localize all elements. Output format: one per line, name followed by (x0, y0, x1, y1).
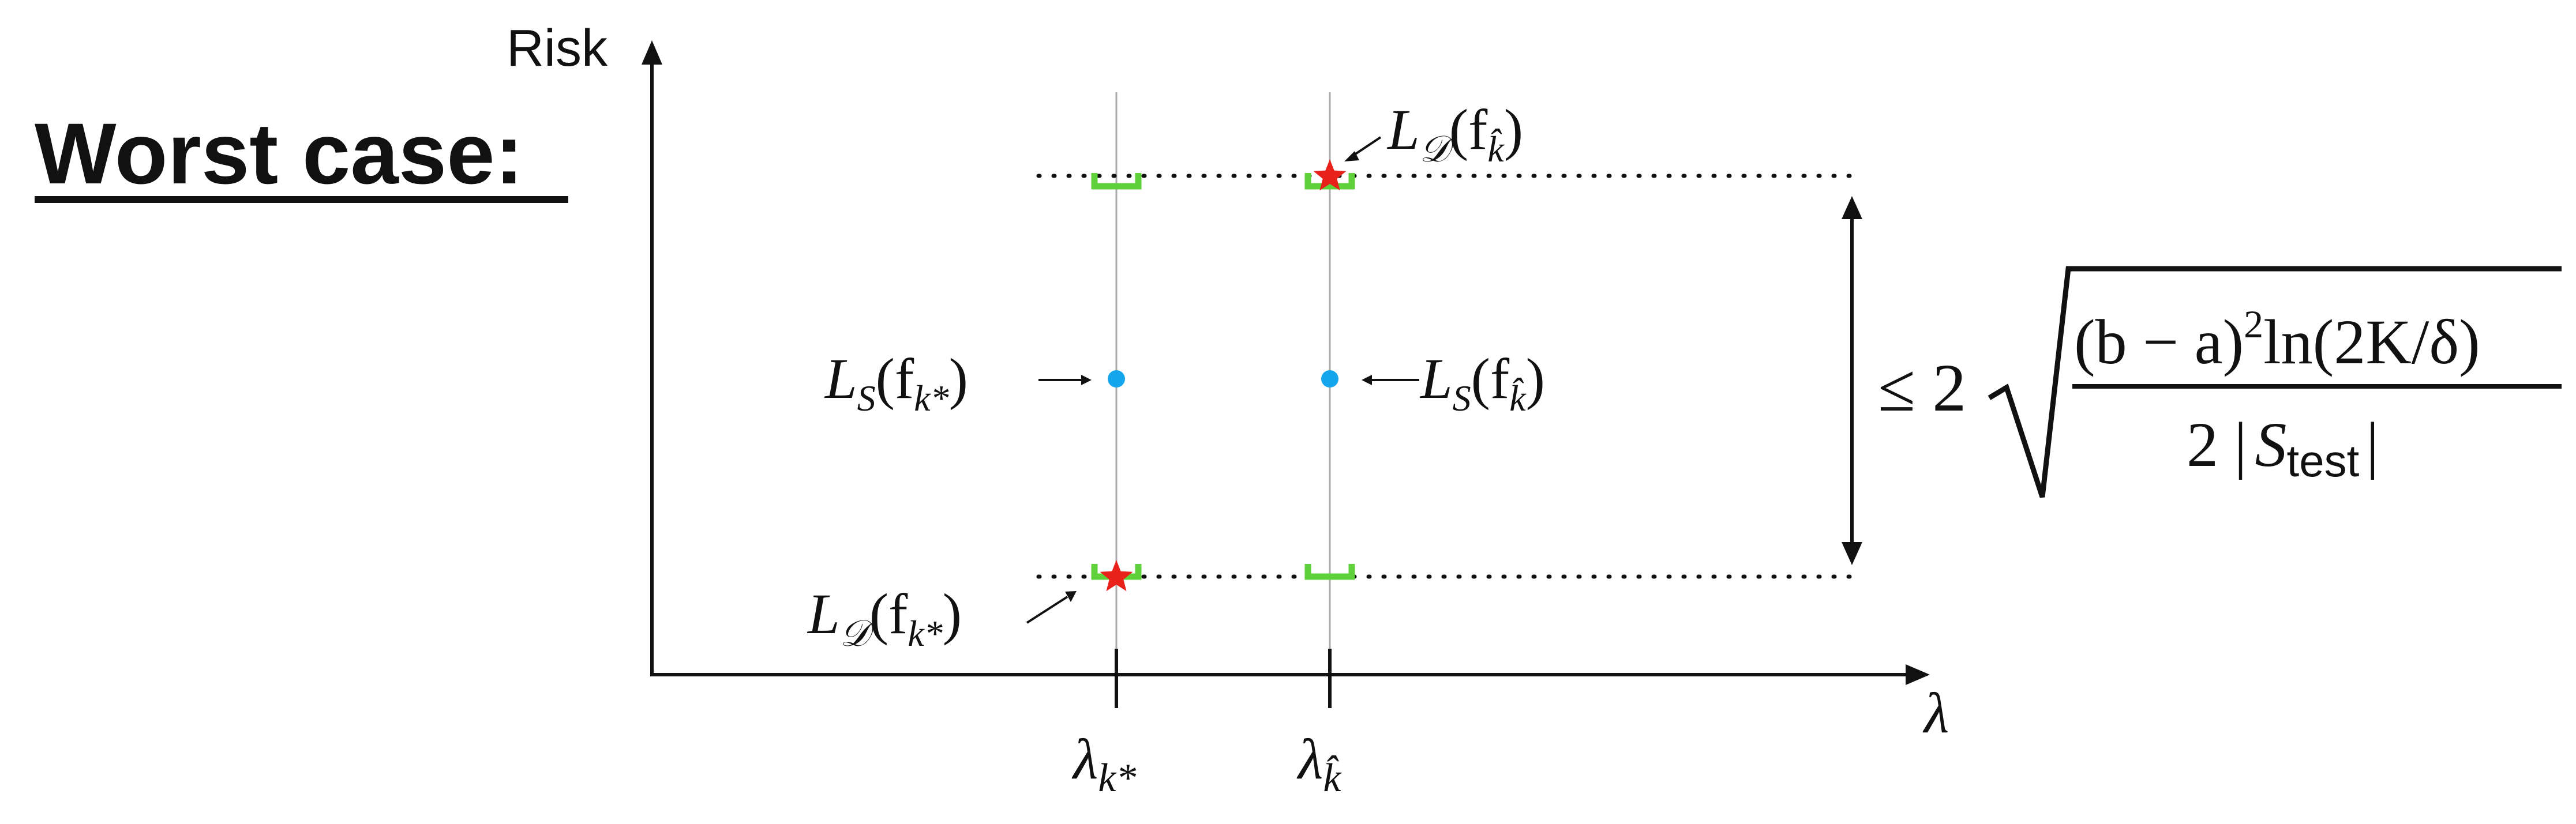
bound-numerator: (b − a)2ln(2K/δ) (2074, 302, 2480, 377)
red-star-icon (1100, 560, 1133, 592)
sqrt-sign-icon (1988, 266, 2562, 498)
arrowhead-icon (1065, 591, 1077, 602)
y-axis-label: Risk (507, 20, 608, 77)
tick-label-khat: λk̂ (1296, 727, 1342, 800)
x-axis-label: λ (1922, 681, 1949, 745)
arrowhead-icon (1081, 375, 1092, 385)
green-bracket-icon (1304, 564, 1355, 580)
y-axis-arrowhead-icon (642, 40, 662, 65)
red-star-icon (1313, 159, 1347, 191)
arrowhead-icon (1344, 151, 1359, 161)
annotation-ld-fkstar: L𝒟(fk*) (807, 582, 962, 654)
x-axis-arrowhead-icon (1906, 664, 1930, 685)
bound-denominator: 2 | Stest | (2187, 409, 2379, 486)
annotation-ls-fkstar: LS(fk*) (824, 347, 968, 419)
annotation-ld-fkhat: L𝒟(fk̂) (1386, 97, 1523, 170)
arrowhead-down-icon (1842, 542, 1862, 565)
bound-prefix: ≤ 2 (1878, 350, 1966, 426)
page-title: Worst case: (35, 105, 524, 202)
blue-dot-icon (1108, 370, 1125, 387)
arrowhead-icon (1362, 375, 1372, 385)
arrow-ld-fkhat (1350, 136, 1382, 158)
tick-label-kstar: λk* (1071, 727, 1136, 800)
blue-dot-icon (1321, 370, 1338, 387)
arrow-ld-fkstar (1026, 596, 1068, 624)
green-bracket-icon (1091, 173, 1142, 190)
annotation-ls-fkhat: LS(fk̂) (1419, 347, 1545, 419)
green-bracket-icon (1304, 173, 1355, 190)
arrowhead-up-icon (1842, 196, 1862, 219)
